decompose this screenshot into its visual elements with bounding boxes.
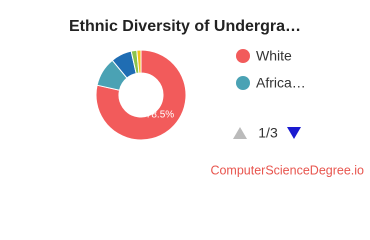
chart: Ethnic Diversity of Undergra… White Afric… bbox=[69, 18, 364, 177]
next-page-button[interactable] bbox=[287, 127, 301, 139]
donut-slice bbox=[95, 49, 187, 141]
legend-page: 1/3 bbox=[258, 125, 278, 141]
legend: White Africa… bbox=[236, 48, 306, 91]
legend-marker bbox=[236, 76, 250, 90]
prev-page-button[interactable] bbox=[233, 127, 247, 139]
legend-label: White bbox=[256, 48, 292, 64]
donut-slice bbox=[136, 49, 142, 74]
chart-title: Ethnic Diversity of Undergra… bbox=[69, 18, 301, 35]
legend-label: Africa… bbox=[256, 75, 306, 91]
value-label: 78.5% bbox=[146, 110, 174, 121]
legend-marker bbox=[236, 49, 250, 63]
source: ComputerScienceDegree.io bbox=[210, 163, 364, 177]
